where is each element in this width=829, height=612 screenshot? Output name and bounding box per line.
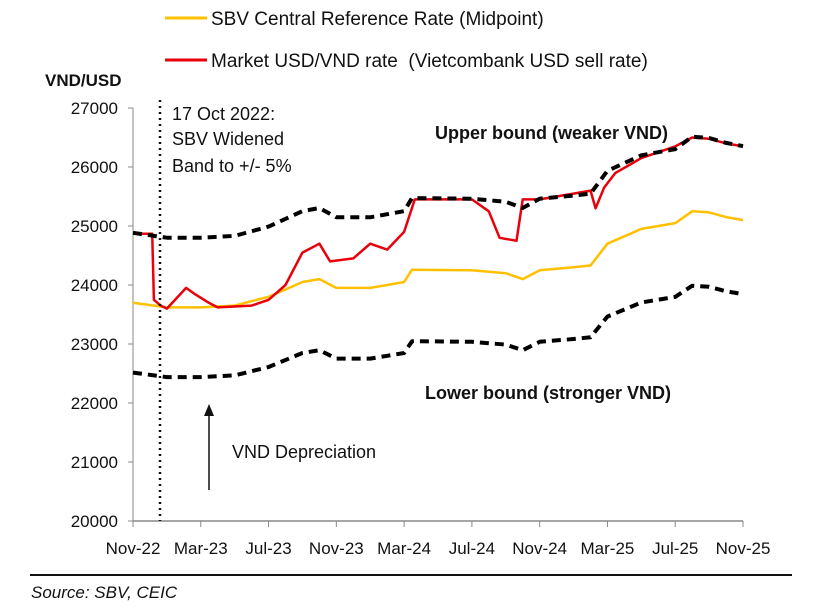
y-tick-label: 21000: [71, 453, 118, 472]
x-tick-label: Jul-23: [245, 539, 291, 558]
x-tick-label: Nov-24: [512, 539, 567, 558]
y-tick-label: 22000: [71, 394, 118, 413]
x-tick-label: Mar-24: [377, 539, 431, 558]
y-tick-label: 24000: [71, 276, 118, 295]
annotation-event-line3: Band to +/- 5%: [172, 156, 292, 176]
annotation-event-line1: 17 Oct 2022:: [172, 104, 275, 124]
series-line-market: [133, 136, 744, 310]
y-tick-label: 23000: [71, 335, 118, 354]
y-tick-label: 27000: [71, 99, 118, 118]
series-group: [132, 134, 744, 380]
y-tick-label: 26000: [71, 158, 118, 177]
x-tick-label: Nov-25: [716, 539, 771, 558]
legend-label-midpoint: SBV Central Reference Rate (Midpoint): [211, 9, 544, 30]
axes: 20000 21000 22000 23000 24000 25000 26000 27000…: [71, 99, 771, 558]
legend-label-market: Market USD/VND rate (Vietcombank USD sel…: [211, 51, 648, 72]
arrow-head-icon: [204, 404, 214, 416]
x-tick-label: Nov-22: [106, 539, 161, 558]
annotation-depreciation: VND Depreciation: [232, 442, 376, 462]
y-tick-label: 25000: [71, 217, 118, 236]
series-line-upper-bound: [132, 134, 744, 240]
annotation-event-line2: SBV Widened: [172, 129, 284, 149]
x-tick-label: Mar-23: [174, 539, 228, 558]
y-axis-label: VND/USD: [45, 71, 122, 90]
x-tick-label: Nov-23: [309, 539, 364, 558]
y-tick-label: 20000: [71, 512, 118, 531]
series-line-lower-bound: [132, 283, 744, 380]
x-tick-label: Jul-25: [652, 539, 698, 558]
series-line-midpoint: [132, 210, 744, 309]
x-tick-label: Mar-25: [581, 539, 635, 558]
annotations: 17 Oct 2022: SBV Widened Band to +/- 5% …: [172, 104, 671, 490]
x-tick-label: Jul-24: [449, 539, 495, 558]
annotation-upper-bound: Upper bound (weaker VND): [435, 123, 668, 143]
annotation-lower-bound: Lower bound (stronger VND): [425, 383, 671, 403]
legend: SBV Central Reference Rate (Midpoint) Ma…: [165, 9, 648, 72]
source-note: Source: SBV, CEIC: [31, 583, 178, 602]
